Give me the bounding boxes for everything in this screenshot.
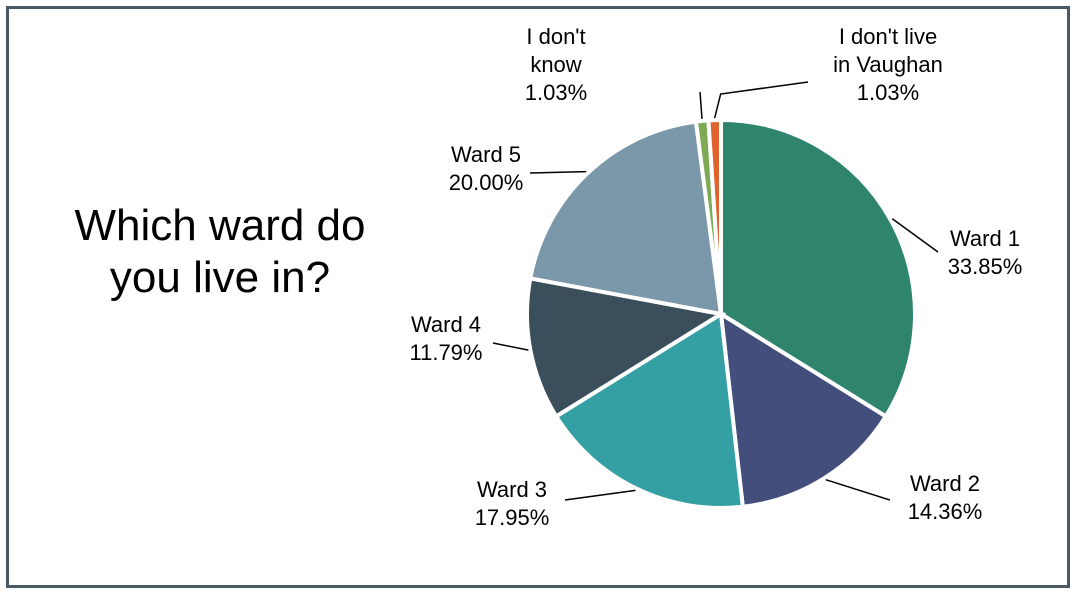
- pie-slice-ward-4: [525, 276, 727, 420]
- data-label-i-don-t-know: I don't know 1.03%: [525, 24, 587, 105]
- data-label-ward-4: Ward 4 11.79%: [410, 312, 483, 365]
- pie-slice-i-don-t-live-in-vaughan: [706, 117, 723, 315]
- leader-line-2: [825, 478, 891, 501]
- leader-line-4: [492, 342, 529, 351]
- leader-line-6: [699, 91, 703, 119]
- pie-slice-ward-5: [527, 119, 724, 317]
- data-label-ward-3: Ward 3 17.95%: [475, 477, 550, 530]
- pie-slice-ward-3: [553, 310, 746, 510]
- data-label-ward-5: Ward 5 20.00%: [449, 142, 524, 195]
- leader-line-7: [713, 81, 809, 119]
- pie-slice-ward-2: [718, 310, 889, 509]
- leader-line-5: [529, 170, 587, 174]
- leader-line-1: [891, 218, 939, 253]
- data-label-ward-1: Ward 1 33.85%: [948, 226, 1023, 279]
- data-label-ward-2: Ward 2 14.36%: [908, 471, 983, 524]
- chart-title: Which ward do you live in?: [74, 201, 366, 302]
- data-label-i-don-t-live-in-vaughan: I don't live in Vaughan 1.03%: [833, 24, 943, 105]
- leader-line-3: [564, 489, 636, 501]
